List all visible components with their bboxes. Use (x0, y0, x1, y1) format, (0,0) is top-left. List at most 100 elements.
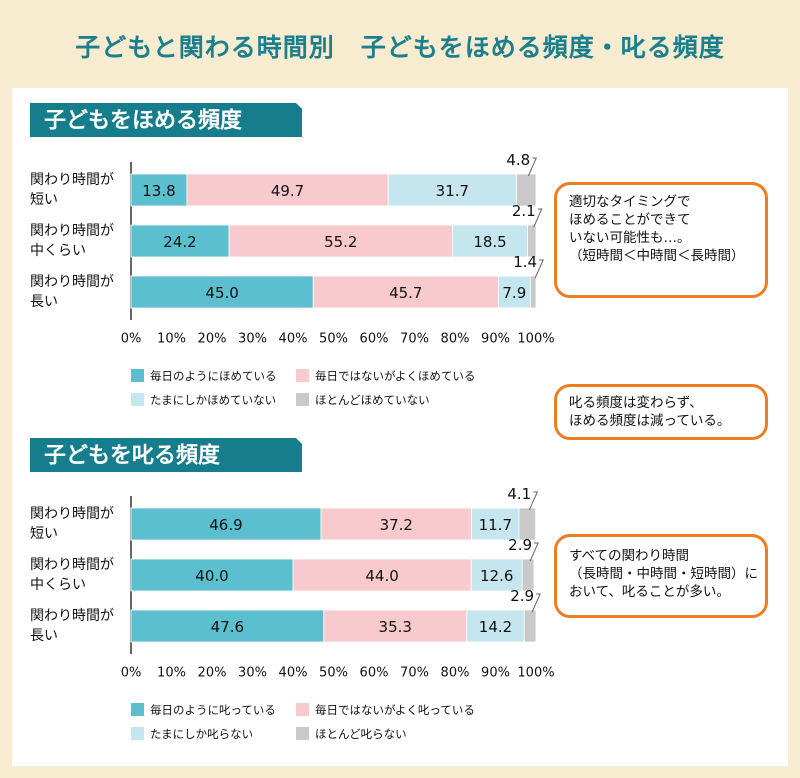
note-line: おいて、叱ることが多い。 (569, 584, 730, 600)
bar-segment (130, 507, 322, 541)
x-tick-label: 50% (319, 332, 348, 347)
note-line: ほめる頻度は減っている。 (569, 413, 731, 429)
category-label: 短い (30, 192, 58, 208)
category-label: 関わり時間が (30, 274, 114, 290)
x-tick-label: 40% (279, 666, 308, 681)
data-label: 40.0 (195, 567, 228, 585)
category-label: 中くらい (30, 577, 86, 593)
data-label: 13.8 (142, 182, 175, 200)
legend-label: 毎日のように叱っている (150, 703, 276, 717)
bar-segment (320, 507, 473, 541)
x-tick-label: 0% (121, 666, 142, 681)
category-label: 長い (30, 294, 58, 310)
data-label: 4.1 (507, 485, 531, 503)
bar-segment (523, 609, 537, 643)
x-tick-label: 90% (481, 666, 510, 681)
legend-label: たまにしかほめていない (150, 393, 276, 407)
x-tick-label: 50% (319, 666, 348, 681)
bar-segment (527, 224, 537, 258)
legend-label: ほとんど叱らない (315, 727, 407, 741)
legend-label: 毎日ではないがよくほめている (315, 369, 475, 383)
legend-swatch (131, 369, 144, 382)
legend-swatch (296, 703, 309, 716)
category-label: 関わり時間が (30, 608, 114, 624)
x-tick-label: 80% (441, 666, 470, 681)
legend-swatch (131, 393, 144, 406)
data-label: 4.8 (506, 151, 530, 169)
leader-line (527, 157, 538, 177)
data-label: 24.2 (163, 233, 196, 251)
data-label: 37.2 (380, 516, 413, 534)
note-line: 適切なタイミングで (569, 194, 691, 210)
data-label: 45.7 (389, 284, 422, 302)
legend-swatch (296, 727, 309, 740)
scold-insight-note: すべての関わり時間 （長時間・中時間・短時間）に おいて、叱ることが多い。 (554, 534, 768, 618)
x-tick-label: 100% (517, 666, 554, 681)
data-label: 46.9 (209, 516, 242, 534)
data-label: 12.6 (480, 567, 513, 585)
data-label: 1.4 (513, 253, 537, 271)
x-tick-label: 90% (481, 332, 510, 347)
category-label: 中くらい (30, 243, 86, 259)
data-label: 2.1 (512, 202, 536, 220)
bar-segment (452, 224, 528, 258)
x-tick-label: 60% (360, 332, 389, 347)
bar-segment (130, 224, 230, 258)
x-tick-label: 80% (441, 332, 470, 347)
category-label: 関わり時間が (30, 506, 114, 522)
legend-label: たまにしか叱らない (150, 727, 253, 741)
legend-swatch (296, 393, 309, 406)
data-label: 2.9 (508, 536, 532, 554)
data-label: 18.5 (473, 233, 506, 251)
section-header-title: 子どもをほめる頻度 (44, 108, 243, 134)
data-label: 2.9 (510, 587, 534, 605)
x-tick-label: 70% (400, 666, 429, 681)
bar-segment (497, 275, 531, 309)
leader-line (529, 542, 539, 562)
note-line: すべての関わり時間 (569, 548, 690, 564)
data-label: 47.6 (211, 618, 244, 636)
data-label: 55.2 (324, 233, 357, 251)
praise-insight-note: 適切なタイミングで ほめることができて いない可能性も…。 （短時間＜中時間＜長… (554, 182, 768, 298)
category-label: 関わり時間が (30, 172, 114, 188)
bar-segment (292, 558, 472, 592)
bar-segment (130, 275, 314, 309)
note-line: （長時間・中時間・短時間）に (569, 566, 758, 582)
legend-swatch (131, 703, 144, 716)
legend-swatch (296, 369, 309, 382)
bar-segment (521, 558, 535, 592)
legend-label: 毎日ではないがよく叱っている (315, 703, 475, 717)
note-line: ほめることができて (569, 212, 691, 228)
bar-segment (312, 275, 499, 309)
category-label: 関わり時間が (30, 223, 114, 239)
x-tick-label: 70% (400, 332, 429, 347)
x-tick-label: 30% (238, 666, 267, 681)
bar-segment (471, 507, 520, 541)
x-tick-label: 100% (517, 332, 554, 347)
bar-segment (186, 173, 389, 207)
x-tick-label: 30% (238, 332, 267, 347)
leader-line (531, 593, 541, 613)
comparison-note: 叱る頻度は変わらず、 ほめる頻度は減っている。 (554, 384, 768, 440)
legend-label: ほとんどほめていない (315, 393, 430, 407)
note-line: （短時間＜中時間＜長時間） (569, 248, 745, 264)
x-tick-label: 10% (157, 332, 186, 347)
bar-segment (470, 558, 523, 592)
data-label: 49.7 (271, 182, 304, 200)
category-label: 関わり時間が (30, 557, 114, 573)
bar-segment (466, 609, 525, 643)
data-label: 44.0 (365, 567, 398, 585)
leader-line (528, 491, 539, 511)
data-label: 7.9 (502, 284, 526, 302)
data-label: 45.0 (205, 284, 238, 302)
x-tick-label: 60% (360, 666, 389, 681)
section-header-title: 子どもを叱る頻度 (44, 443, 221, 469)
main-title: 子どもと関わる時間別 子どもをほめる頻度・叱る頻度 (75, 33, 725, 62)
category-label: 短い (30, 526, 58, 542)
section-header-banner (30, 103, 302, 137)
leader-line (534, 259, 544, 279)
